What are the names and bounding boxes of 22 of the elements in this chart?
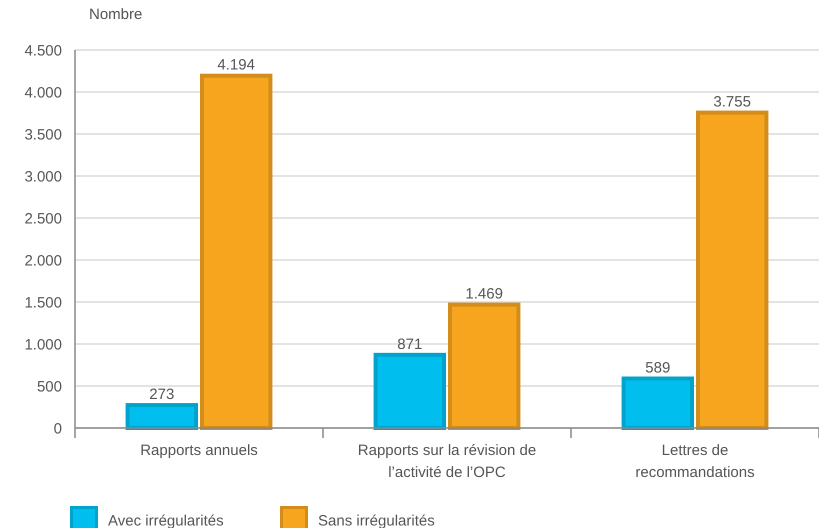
y-tick-label: 1.500 (24, 294, 62, 312)
y-axis-title: Nombre (89, 6, 142, 23)
legend-label: Sans irrégularités (318, 512, 435, 528)
y-tick-label: 0 (54, 420, 62, 438)
data-label: 1.469 (465, 286, 503, 303)
y-tick-label: 500 (36, 378, 62, 396)
y-tick-label: 3.500 (24, 126, 62, 144)
x-tick-label: Rapports sur la révision de l’activité de l’OPC (358, 442, 536, 481)
x-tick-label: Lettres de recommandations (635, 442, 755, 481)
x-tick-label: Rapports annuels (140, 442, 258, 459)
y-tick-label: 2.500 (24, 210, 62, 228)
data-label: 871 (397, 336, 422, 353)
data-label: 3.755 (713, 94, 751, 111)
data-label: 273 (149, 386, 174, 404)
legend-label: Avec irrégularités (108, 512, 224, 528)
y-tick-label: 1.000 (24, 336, 62, 354)
y-tick-label: 4.000 (24, 84, 62, 102)
data-label: 589 (645, 360, 670, 377)
data-label: 4.194 (217, 56, 255, 74)
y-tick-label: 4.500 (24, 42, 62, 60)
y-tick-label: 2.000 (24, 252, 62, 270)
y-tick-label: 3.000 (24, 168, 62, 186)
